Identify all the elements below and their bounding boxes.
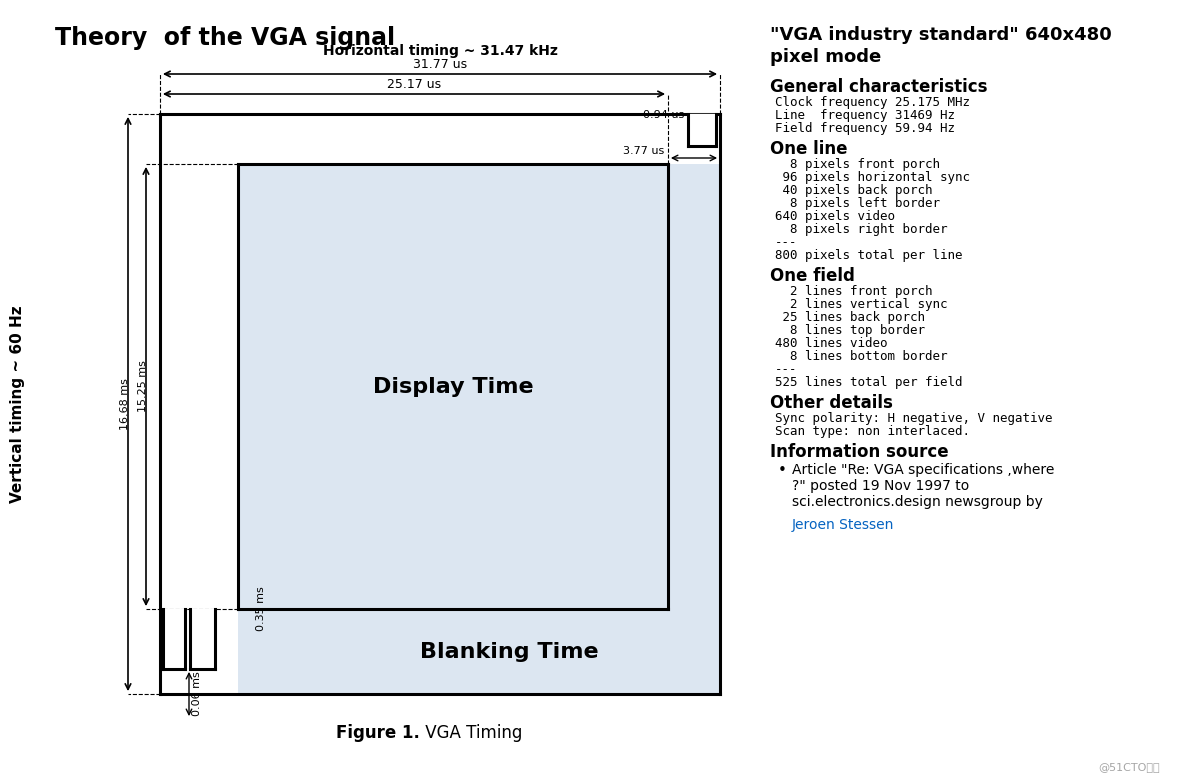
Text: Information source: Information source	[770, 443, 948, 461]
Text: 3.77 us: 3.77 us	[623, 146, 664, 156]
Text: 2 lines front porch: 2 lines front porch	[776, 285, 933, 298]
Text: Blanking Time: Blanking Time	[419, 641, 598, 662]
Text: 0.35 ms: 0.35 ms	[256, 586, 266, 631]
Text: 0.94 us: 0.94 us	[643, 110, 684, 120]
Text: ---: ---	[776, 236, 798, 249]
Text: VGA Timing: VGA Timing	[420, 724, 522, 742]
Text: 525 lines total per field: 525 lines total per field	[776, 376, 963, 389]
Text: 2 lines vertical sync: 2 lines vertical sync	[776, 298, 947, 311]
Text: Line  frequency 31469 Hz: Line frequency 31469 Hz	[776, 109, 955, 122]
Polygon shape	[688, 114, 716, 146]
Text: 15.25 ms: 15.25 ms	[139, 361, 148, 412]
Text: Jeroen Stessen: Jeroen Stessen	[792, 518, 894, 532]
Text: 8 lines bottom border: 8 lines bottom border	[776, 350, 947, 363]
Text: 480 lines video: 480 lines video	[776, 337, 888, 350]
Polygon shape	[189, 609, 215, 669]
Text: 8 pixels front porch: 8 pixels front porch	[776, 158, 940, 171]
Text: 640 pixels video: 640 pixels video	[776, 210, 895, 223]
Text: General characteristics: General characteristics	[770, 78, 987, 96]
Text: "VGA industry standard" 640x480: "VGA industry standard" 640x480	[770, 26, 1112, 44]
Text: 25 lines back porch: 25 lines back porch	[776, 311, 925, 324]
Text: Display Time: Display Time	[373, 376, 533, 397]
Bar	[238, 609, 720, 694]
Text: 0.06 ms: 0.06 ms	[192, 672, 202, 717]
Text: ---: ---	[776, 363, 798, 376]
Text: Clock frequency 25.175 MHz: Clock frequency 25.175 MHz	[776, 96, 970, 109]
Text: 16.68 ms: 16.68 ms	[120, 378, 130, 430]
Text: 40 pixels back porch: 40 pixels back porch	[776, 184, 933, 197]
Text: Other details: Other details	[770, 394, 893, 412]
Text: Sync polarity: H negative, V negative: Sync polarity: H negative, V negative	[776, 412, 1053, 425]
Bar	[238, 164, 668, 609]
Text: Field frequency 59.94 Hz: Field frequency 59.94 Hz	[776, 122, 955, 135]
Text: 31.77 us: 31.77 us	[413, 58, 466, 71]
Bar	[668, 164, 720, 694]
Text: 8 pixels left border: 8 pixels left border	[776, 197, 940, 210]
Text: Article "Re: VGA specifications ,where
?" posted 19 Nov 1997 to
sci.electronics.: Article "Re: VGA specifications ,where ?…	[792, 463, 1055, 510]
Text: Vertical timing ~ 60 Hz: Vertical timing ~ 60 Hz	[11, 305, 26, 503]
Text: Figure 1.: Figure 1.	[336, 724, 420, 742]
Text: 8 pixels right border: 8 pixels right border	[776, 223, 947, 236]
Text: Scan type: non interlaced.: Scan type: non interlaced.	[776, 425, 970, 438]
Text: 25.17 us: 25.17 us	[387, 78, 442, 91]
Text: pixel mode: pixel mode	[770, 48, 881, 66]
Text: •: •	[778, 463, 787, 478]
Text: 8 lines top border: 8 lines top border	[776, 324, 925, 337]
Text: Theory  of the VGA signal: Theory of the VGA signal	[54, 26, 395, 50]
Text: @51CTO博客: @51CTO博客	[1099, 762, 1160, 772]
Polygon shape	[163, 609, 185, 669]
Text: 96 pixels horizontal sync: 96 pixels horizontal sync	[776, 171, 970, 184]
Text: Horizontal timing ~ 31.47 kHz: Horizontal timing ~ 31.47 kHz	[322, 44, 558, 58]
Text: 800 pixels total per line: 800 pixels total per line	[776, 249, 963, 262]
Text: One field: One field	[770, 267, 855, 285]
Text: One line: One line	[770, 140, 848, 158]
